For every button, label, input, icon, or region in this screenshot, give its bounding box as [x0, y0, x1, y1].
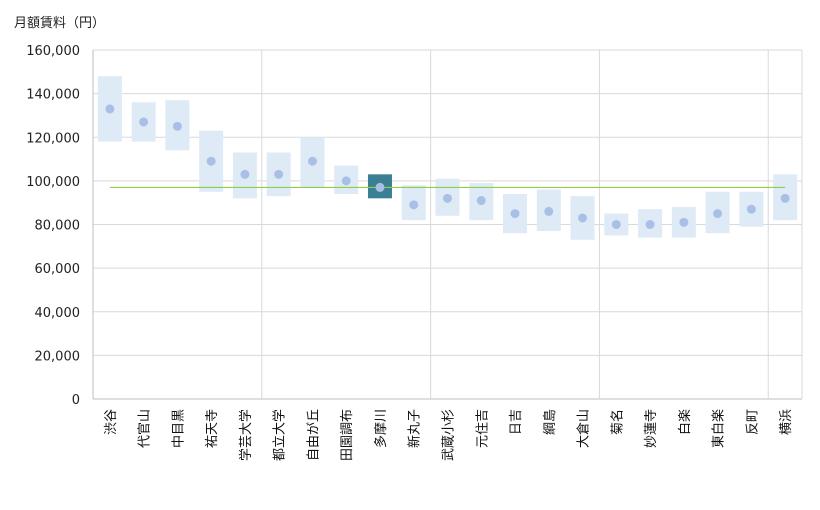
y-tick-label: 80,000: [35, 219, 81, 234]
y-tick-label: 20,000: [35, 349, 81, 364]
average-dot: [476, 196, 486, 206]
x-category-label: 田園調布: [340, 409, 355, 461]
average-dot: [274, 169, 284, 179]
x-category-label: 菊名: [609, 409, 625, 435]
average-dot: [139, 117, 149, 127]
x-category-label: 祐天寺: [205, 409, 220, 448]
x-category-label: 大倉山: [577, 409, 592, 448]
average-dot: [679, 217, 689, 227]
x-category-label: 渋谷: [104, 409, 119, 435]
y-tick-label: 120,000: [26, 131, 80, 146]
x-category-label: 武蔵小杉: [442, 409, 457, 461]
y-tick-label: 100,000: [26, 175, 80, 190]
y-tick-label: 60,000: [35, 262, 81, 277]
x-category-label: 元住吉: [475, 409, 490, 448]
x-axis-categories: 渋谷 代官山 中目黒 祐天寺 学芸大学 都立大学 自由が丘 田園調布 多摩川 新丸子 武蔵小杉 元住吉…: [104, 409, 794, 461]
average-dot: [206, 156, 216, 166]
y-tick-label: 0: [72, 393, 80, 408]
average-dot: [544, 206, 554, 216]
average-dots: [105, 104, 790, 229]
y-tick-label: 140,000: [26, 88, 80, 103]
average-dot: [172, 121, 182, 131]
average-dot: [105, 104, 115, 114]
x-category-label: 横浜: [779, 409, 794, 435]
average-dot: [746, 204, 756, 214]
y-tick-label: 40,000: [35, 306, 81, 321]
y-tick-label: 160,000: [26, 44, 80, 59]
average-dot: [375, 182, 385, 192]
y-axis-title: 月額賃料（円）: [14, 16, 105, 31]
x-category-label: 新丸子: [407, 409, 423, 448]
x-category-label: 綱島: [543, 409, 558, 435]
average-dot: [409, 200, 419, 210]
average-dot: [307, 156, 317, 166]
x-category-label: 自由が丘: [306, 409, 321, 461]
average-dot: [780, 193, 790, 203]
x-category-label: 日吉: [509, 409, 524, 435]
y-axis-ticks: 0 20,000 40,000 60,000 80,000 100,000 120,000 1…: [26, 44, 80, 408]
average-dot: [443, 193, 452, 203]
x-category-label: 学芸大学: [238, 409, 254, 461]
x-category-label: 多摩川: [373, 409, 389, 448]
x-category-label: 都立大学: [272, 409, 288, 461]
x-category-label: 中目黒: [171, 409, 186, 448]
average-dot: [578, 213, 588, 223]
average-dot: [341, 176, 351, 186]
average-dot: [510, 209, 520, 219]
x-category-label: 反町: [745, 409, 760, 435]
range-boxes: [97, 76, 798, 240]
average-dot: [713, 209, 723, 219]
average-dot: [611, 220, 621, 229]
average-dot: [240, 169, 250, 179]
x-category-label: 代官山: [137, 409, 153, 448]
average-dot: [645, 220, 655, 229]
x-category-label: 妙蓮寺: [644, 409, 659, 448]
x-category-label: 白楽: [677, 409, 693, 435]
x-category-label: 東白楽: [711, 409, 727, 448]
